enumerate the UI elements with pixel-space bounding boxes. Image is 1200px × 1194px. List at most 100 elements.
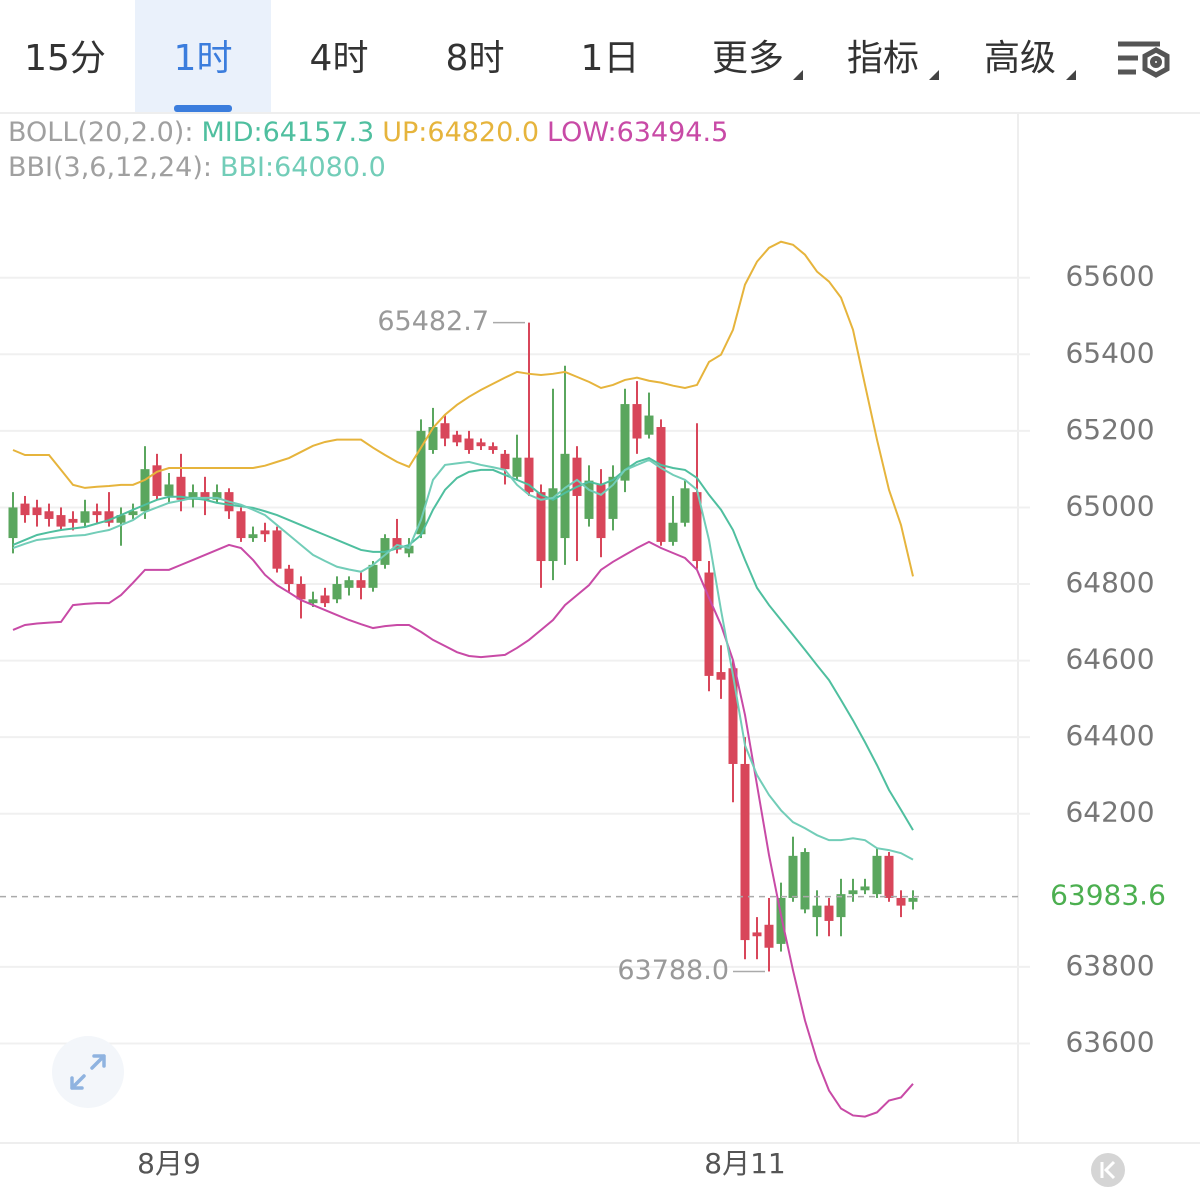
candle-body — [560, 453, 570, 539]
candle-body — [896, 897, 906, 906]
candle-body — [908, 897, 918, 902]
legend-entry: LOW:63494.5 — [547, 117, 728, 148]
extreme-label: 65482.7 — [377, 306, 489, 337]
candle-body — [464, 438, 474, 451]
x-tick-label: 8月9 — [137, 1147, 201, 1180]
last-price-label: 63983.6 — [1050, 879, 1166, 912]
candle-body — [212, 492, 222, 500]
candle-body — [320, 595, 330, 604]
candle-body — [416, 430, 426, 535]
candle-body — [500, 453, 510, 470]
candle-body — [80, 511, 90, 523]
candle-body — [368, 564, 378, 588]
candle-body — [800, 852, 810, 910]
legend-entry: MID:64157.3 — [201, 117, 374, 148]
legend-entry: UP:64820.0 — [382, 117, 539, 148]
candle-body — [32, 507, 42, 516]
candle-body — [608, 476, 618, 519]
candle-body — [188, 492, 198, 500]
candle-body — [116, 515, 126, 523]
candle-body — [680, 488, 690, 523]
candle-body — [824, 905, 834, 921]
candle-body — [812, 905, 822, 918]
tab[interactable]: 更多 — [712, 38, 784, 79]
y-tick-label: 64800 — [1065, 566, 1154, 599]
y-tick-label: 64400 — [1065, 719, 1154, 752]
candle-body — [788, 855, 798, 898]
settings-icon[interactable] — [1118, 41, 1170, 78]
candle-body — [836, 894, 846, 918]
candle-body — [872, 855, 882, 895]
dropdown-arrow[interactable] — [1066, 70, 1076, 80]
candle-body — [20, 503, 30, 516]
candle-body — [884, 855, 894, 898]
candle-body — [140, 469, 150, 512]
candle-body — [764, 924, 774, 948]
candle-body — [308, 599, 318, 604]
y-tick-label: 65600 — [1065, 260, 1154, 293]
candle-body — [584, 480, 594, 519]
tab[interactable]: 1时 — [174, 38, 233, 79]
tab[interactable]: 指标 — [847, 38, 919, 79]
indicator-line — [12, 456, 914, 831]
y-tick-label: 63600 — [1065, 1025, 1154, 1058]
candle-body — [296, 584, 306, 600]
y-tick-label: 65400 — [1065, 336, 1154, 369]
candle-body — [68, 518, 78, 523]
candle-body — [476, 442, 486, 447]
candle-body — [668, 522, 678, 542]
expand-button[interactable] — [52, 1036, 124, 1108]
candle-body — [620, 404, 630, 481]
candle-body — [404, 545, 414, 554]
last-price-bg — [1030, 876, 1200, 917]
candle-body — [344, 580, 354, 588]
candle-body — [716, 672, 726, 680]
candle-body — [548, 488, 558, 562]
candle-body — [92, 511, 102, 516]
legend-indicator: BBI(3,6,12,24): — [8, 152, 212, 183]
candle-body — [488, 446, 498, 451]
tab[interactable]: 15分 — [24, 38, 106, 79]
tab[interactable]: 8时 — [446, 38, 505, 79]
candle-body — [392, 538, 402, 550]
candle-body — [104, 511, 114, 523]
candle-body — [860, 886, 870, 891]
candle-body — [632, 404, 642, 439]
candle-body — [596, 484, 606, 539]
tab[interactable]: 1日 — [581, 38, 640, 79]
candle-body — [848, 890, 858, 895]
y-tick-label: 65200 — [1065, 413, 1154, 446]
candle-body — [128, 511, 138, 516]
candle-body — [272, 530, 282, 569]
candle-body — [248, 534, 258, 539]
indicator-line — [12, 240, 914, 577]
y-tick-label: 64600 — [1065, 643, 1154, 676]
labels: 65600 65400 65200 65000 64800 64600 64400 64200… — [8, 117, 1200, 1180]
active-tab-bg — [135, 0, 271, 112]
dropdown-arrow[interactable] — [793, 70, 803, 80]
legend: BBI(3,6,12,24): BBI:64080.0 — [8, 152, 386, 183]
candle-body — [752, 932, 762, 937]
legend-entry: BBI:64080.0 — [220, 152, 386, 183]
candle-body — [644, 415, 654, 435]
indicator-line — [12, 458, 914, 861]
candle-body — [572, 457, 582, 496]
dropdown-arrow[interactable] — [929, 70, 939, 80]
scroll-to-latest-button[interactable] — [1091, 1153, 1125, 1187]
candle-body — [452, 434, 462, 443]
indicator-line — [12, 540, 914, 1118]
candle-body — [56, 515, 66, 527]
tab[interactable]: 4时 — [310, 38, 369, 79]
candle-body — [740, 763, 750, 941]
candle-body — [656, 427, 666, 542]
candle-body — [8, 507, 18, 539]
candle-body — [356, 580, 366, 588]
candle-body — [440, 423, 450, 439]
candle-body — [776, 897, 786, 944]
tab[interactable]: 高级 — [984, 38, 1056, 79]
candle-body — [692, 492, 702, 562]
y-tick-label: 64200 — [1065, 796, 1154, 829]
legend: BOLL(20,2.0): MID:64157.3 UP:64820.0 LOW:63… — [8, 117, 728, 148]
